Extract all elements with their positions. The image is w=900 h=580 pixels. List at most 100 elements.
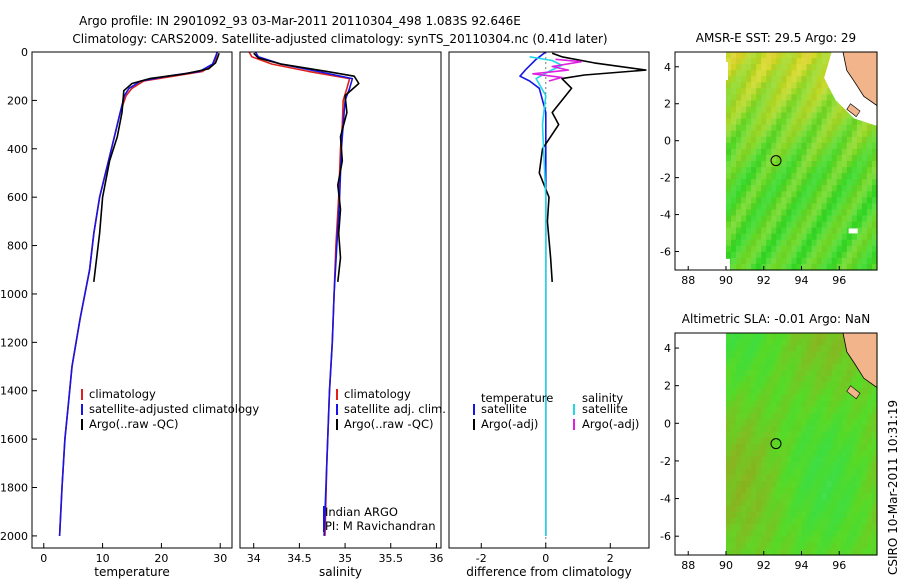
sst-cell (841, 215, 848, 223)
sst-cell (831, 173, 838, 180)
sst-cell (776, 215, 782, 223)
sst-cell (781, 450, 787, 457)
sst-cell (741, 251, 747, 259)
sst-cell (751, 191, 757, 198)
sst-cell (791, 548, 797, 556)
sst-cell (741, 58, 747, 65)
sst-cell (872, 431, 878, 439)
sst-cell (872, 444, 878, 451)
sst-cell (731, 333, 737, 340)
sst-cell (806, 148, 813, 156)
sst-cell (826, 437, 833, 445)
sst-cell (816, 263, 823, 271)
sst-cell (861, 130, 868, 138)
sst-cell (771, 221, 777, 229)
sst-cell (791, 505, 797, 513)
sst-cell (831, 124, 838, 132)
sst-cell (791, 425, 797, 433)
sst-cell (796, 185, 803, 192)
sst-cell (741, 376, 747, 383)
sst-cell (841, 394, 848, 402)
sst-cell (801, 203, 808, 211)
sst-cell (791, 474, 797, 482)
sst-cell (851, 167, 858, 174)
sst-cell (736, 333, 742, 340)
sst-cell (796, 142, 803, 150)
sst-cell (751, 257, 757, 265)
sst-cell (786, 257, 792, 265)
sst-cell (771, 382, 777, 390)
sst-cell (861, 251, 868, 259)
sst-cell (726, 185, 732, 192)
sst-cell (806, 118, 813, 126)
sst-cell (846, 493, 853, 501)
sst-cell (811, 530, 818, 538)
sst-cell (836, 413, 843, 420)
sst-cell (746, 530, 752, 538)
sst-cell (856, 245, 863, 253)
sst-cell (856, 493, 863, 501)
sst-cell (796, 215, 803, 223)
sst-cell (806, 52, 813, 59)
sst-cell (811, 376, 818, 383)
sst-cell (796, 419, 803, 427)
sst-cell (851, 444, 858, 451)
sst-cell (866, 524, 873, 531)
sst-cell (751, 179, 757, 186)
sst-cell (821, 450, 828, 457)
sst-cell (731, 100, 737, 108)
sst-cell (751, 407, 757, 414)
sst-cell (872, 239, 878, 247)
sst-cell (806, 394, 813, 402)
sst-cell (786, 251, 792, 259)
sst-cell (846, 407, 853, 414)
sst-cell (872, 245, 878, 253)
sst-cell (746, 357, 752, 365)
sst-cell (786, 530, 792, 538)
sst-cell (846, 437, 853, 445)
sst-cell (821, 345, 828, 353)
sst-cell (856, 518, 863, 525)
sst-cell (751, 148, 757, 156)
sst-cell (841, 431, 848, 439)
sst-cell (861, 542, 868, 550)
sst-cell (851, 173, 858, 180)
sst-cell (856, 450, 863, 457)
sst-cell (746, 481, 752, 488)
sst-cell (851, 221, 858, 229)
sst-cell (821, 118, 828, 126)
sst-cell (726, 148, 732, 156)
sst-cell (851, 536, 858, 544)
sst-cell (796, 474, 803, 482)
sst-cell (736, 215, 742, 223)
sst-cell (846, 191, 853, 198)
sst-cell (756, 363, 762, 371)
sst-cell (761, 179, 767, 186)
sst-cell (801, 437, 808, 445)
sst-cell (746, 100, 752, 108)
sst-cell (806, 376, 813, 383)
sst-cell (766, 124, 772, 132)
sst-cell (811, 239, 818, 247)
sst-cell (841, 130, 848, 138)
sst-cell (776, 357, 782, 365)
sst-cell (771, 148, 777, 156)
sst-cell (771, 363, 777, 371)
sst-cell (836, 542, 843, 550)
sst-cell (866, 191, 873, 198)
sst-cell (731, 388, 737, 396)
sst-cell (736, 130, 742, 138)
sst-cell (796, 118, 803, 126)
sst-cell (841, 548, 848, 556)
sst-cell (786, 444, 792, 451)
sst-cell (796, 64, 803, 71)
sst-cell (736, 518, 742, 525)
sst-cell (801, 179, 808, 186)
sst-cell (821, 52, 828, 59)
plot-frame (239, 51, 442, 549)
sst-cell (796, 227, 803, 235)
sst-cell (831, 251, 838, 259)
sst-cell (861, 376, 868, 383)
sst-cell (866, 167, 873, 174)
